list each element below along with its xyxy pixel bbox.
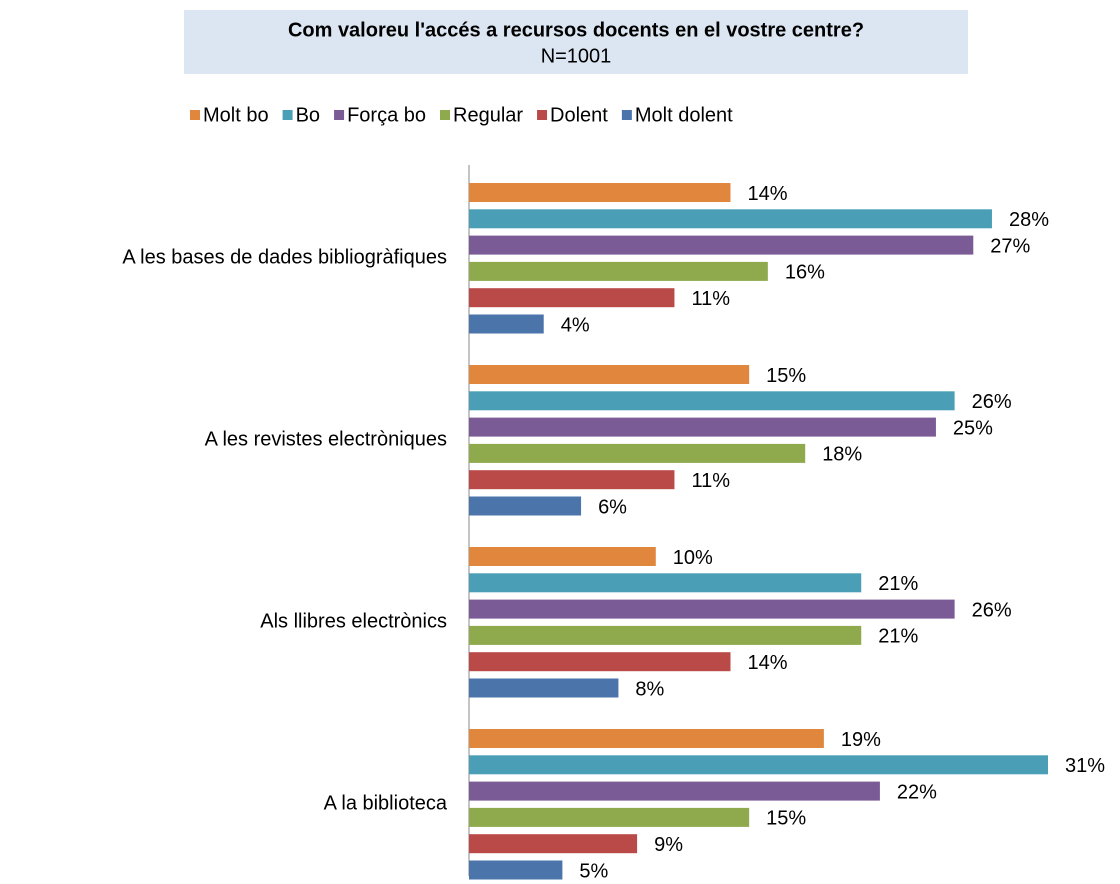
- data-label: 28%: [1009, 209, 1049, 231]
- data-label: 11%: [691, 288, 730, 310]
- data-label: 26%: [972, 599, 1012, 621]
- bar: [469, 417, 936, 437]
- data-label: 11%: [691, 470, 730, 492]
- bar: [469, 860, 563, 880]
- data-label: 26%: [972, 391, 1012, 413]
- legend-label: Molt bo: [203, 104, 269, 126]
- data-label: 31%: [1065, 755, 1105, 777]
- bar: [469, 807, 750, 827]
- bar: [469, 314, 544, 334]
- legend-label: Dolent: [550, 104, 608, 126]
- data-label: 15%: [766, 365, 806, 387]
- data-label: 18%: [822, 444, 862, 466]
- category-label: A la biblioteca: [324, 793, 448, 815]
- bar: [469, 365, 750, 384]
- data-label: 16%: [785, 262, 825, 284]
- chart-title: Com valoreu l'accés a recursos docents e…: [288, 19, 864, 41]
- data-label: 9%: [654, 834, 683, 856]
- legend-label: Molt dolent: [635, 104, 733, 126]
- legend-label: Regular: [453, 104, 523, 126]
- bar: [469, 781, 880, 801]
- data-label: 14%: [747, 652, 787, 674]
- data-label: 5%: [579, 860, 608, 882]
- title-box: [184, 10, 968, 74]
- category-label: A les bases de dades bibliogràfiques: [122, 247, 447, 269]
- bar: [469, 652, 731, 672]
- bar: [469, 183, 731, 202]
- category-label: Als llibres electrònics: [260, 611, 447, 633]
- bar: [469, 261, 768, 281]
- data-label: 21%: [878, 626, 918, 648]
- bar: [469, 755, 1048, 775]
- data-label: 4%: [561, 314, 590, 336]
- data-label: 10%: [673, 547, 713, 569]
- bar: [469, 834, 638, 854]
- data-label: 22%: [897, 781, 937, 803]
- legend-swatch: [334, 110, 345, 120]
- bar: [469, 443, 806, 463]
- data-label: 6%: [598, 496, 627, 518]
- bar: [469, 470, 675, 490]
- category-label: A les revistes electròniques: [205, 429, 447, 451]
- bar: [469, 599, 955, 619]
- legend-swatch: [537, 110, 548, 120]
- data-label: 19%: [841, 729, 881, 751]
- bar: [469, 496, 582, 516]
- legend-label: Bo: [296, 104, 320, 126]
- bar: [469, 209, 992, 229]
- bar: [469, 391, 955, 411]
- data-label: 14%: [747, 183, 787, 205]
- data-label: 15%: [766, 808, 806, 830]
- data-label: 21%: [878, 573, 918, 595]
- bar: [469, 235, 974, 255]
- legend-label: Força bo: [347, 104, 426, 126]
- bar: [469, 729, 824, 748]
- data-label: 8%: [635, 678, 664, 700]
- chart-subtitle: N=1001: [541, 45, 612, 67]
- bar: [469, 678, 619, 698]
- data-label: 27%: [990, 235, 1030, 257]
- data-label: 25%: [953, 417, 993, 439]
- bar: [469, 547, 656, 566]
- legend-swatch: [190, 110, 200, 120]
- legend-swatch: [621, 110, 632, 120]
- bar: [469, 625, 862, 645]
- bar: [469, 573, 862, 593]
- legend-swatch: [440, 110, 450, 120]
- bar: [469, 288, 675, 308]
- legend-swatch: [282, 110, 293, 120]
